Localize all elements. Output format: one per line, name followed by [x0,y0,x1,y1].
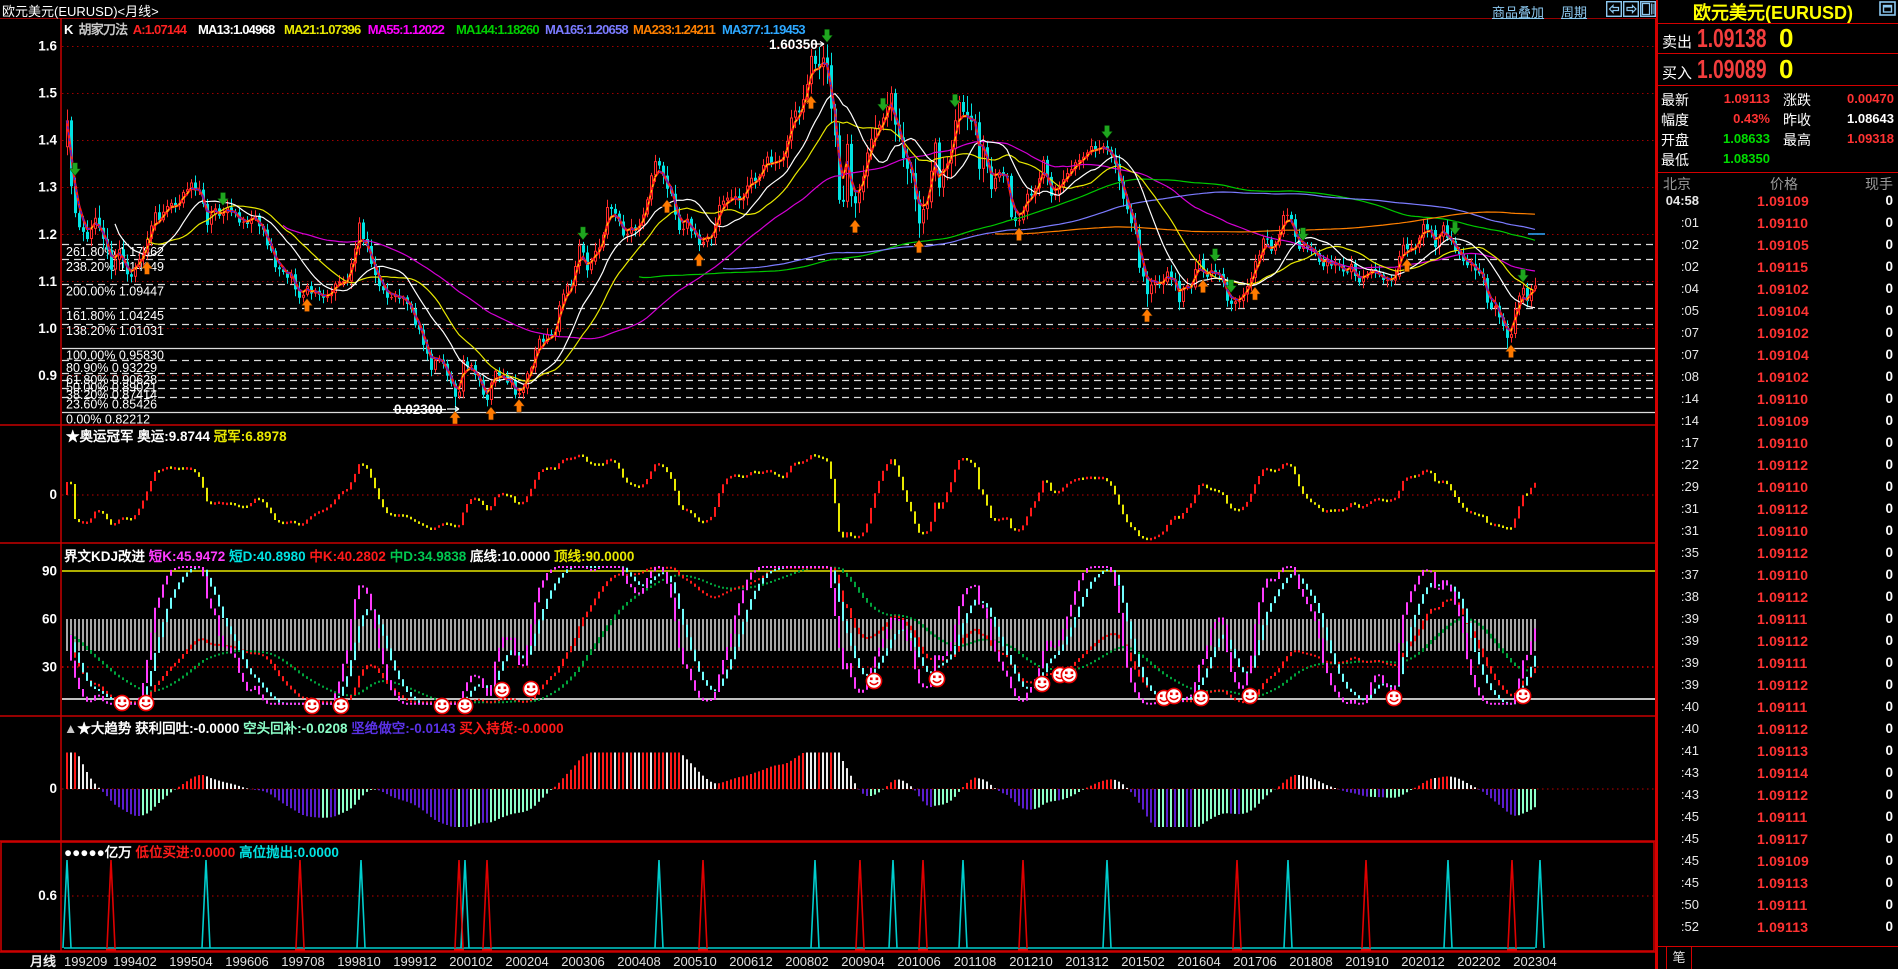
svg-text:★奥运冠军 奥运:9.8744 冠军:6.8978: ★奥运冠军 奥运:9.8744 冠军:6.8978 [66,428,287,444]
svg-text:200306: 200306 [561,954,604,969]
svg-text:200204: 200204 [505,954,548,969]
svg-text:1.1: 1.1 [38,274,57,289]
svg-text:199810: 199810 [337,954,380,969]
svg-text:MA165:1.20658: MA165:1.20658 [545,22,628,37]
svg-text:202304: 202304 [1513,954,1556,969]
svg-text:▲★大趋势 获利回吐:-0.0000 空头回补:-0.020: ▲★大趋势 获利回吐:-0.0000 空头回补:-0.0208 坚绝做空:-0.… [64,720,564,736]
svg-text:A:1.07144: A:1.07144 [133,22,188,37]
svg-text:199912: 199912 [393,954,436,969]
svg-text:MA144:1.18260: MA144:1.18260 [456,22,539,37]
svg-text:201604: 201604 [1177,954,1220,969]
svg-text:0.9: 0.9 [38,368,57,383]
svg-text:199606: 199606 [225,954,268,969]
svg-text:1.60350: 1.60350 [769,37,818,52]
svg-text:●●●●●亿万 低位买进:0.0000 高位抛出:0.000: ●●●●●亿万 低位买进:0.0000 高位抛出:0.0000 [64,844,339,860]
svg-text:1.3: 1.3 [38,180,57,195]
svg-text:0: 0 [49,781,57,796]
svg-text:界文KDJ改进 短K:45.9472 短D:40.8980: 界文KDJ改进 短K:45.9472 短D:40.8980 中K:40.2802… [64,548,634,564]
svg-text:202202: 202202 [1457,954,1500,969]
svg-text:1.0: 1.0 [38,321,57,336]
svg-text:199402: 199402 [113,954,156,969]
svg-text:1.6: 1.6 [38,39,57,54]
svg-text:200408: 200408 [617,954,660,969]
svg-text:0.00% 0.82212: 0.00% 0.82212 [66,413,150,427]
svg-text:200102: 200102 [449,954,492,969]
svg-text:200904: 200904 [841,954,884,969]
svg-text:201808: 201808 [1289,954,1332,969]
svg-text:60: 60 [42,612,57,627]
svg-text:199504: 199504 [169,954,212,969]
svg-text:MA13:1.04968: MA13:1.04968 [198,22,275,37]
svg-text:90: 90 [42,564,57,579]
svg-text:200510: 200510 [673,954,716,969]
svg-text:MA377:1.19453: MA377:1.19453 [722,22,805,37]
svg-text:200612: 200612 [729,954,772,969]
svg-text:202012: 202012 [1401,954,1444,969]
svg-text:201910: 201910 [1345,954,1388,969]
svg-text:0: 0 [49,487,57,502]
svg-text:MA21:1.07396: MA21:1.07396 [284,22,361,37]
svg-text:38.20% 0.87414: 38.20% 0.87414 [66,388,157,402]
svg-text:50.00% 0.89021: 50.00% 0.89021 [66,381,157,395]
svg-text:0.6: 0.6 [38,888,57,903]
svg-text:201108: 201108 [954,954,996,969]
svg-text:201502: 201502 [1121,954,1164,969]
svg-text:199708: 199708 [281,954,324,969]
svg-text:23.60% 0.85426: 23.60% 0.85426 [66,398,157,412]
svg-text:K: K [64,22,74,37]
svg-text:100.00% 0.95830: 100.00% 0.95830 [66,349,164,363]
svg-text:161.80% 1.04245: 161.80% 1.04245 [66,309,164,323]
svg-text:1.2: 1.2 [38,227,57,242]
svg-text:201006: 201006 [897,954,940,969]
svg-text:1.5: 1.5 [38,86,57,101]
svg-text:月线: 月线 [29,954,56,969]
svg-text:200802: 200802 [785,954,828,969]
svg-text:61.80% 0.90628: 61.80% 0.90628 [66,373,157,387]
svg-text:201312: 201312 [1065,954,1108,969]
svg-text:201706: 201706 [1233,954,1276,969]
svg-text:MA55:1.12022: MA55:1.12022 [368,22,445,37]
svg-text:200.00% 1.09447: 200.00% 1.09447 [66,285,164,299]
svg-text:MA233:1.24211: MA233:1.24211 [633,22,716,37]
svg-text:1.4: 1.4 [38,133,57,148]
svg-text:201210: 201210 [1009,954,1052,969]
svg-text:138.20% 1.01031: 138.20% 1.01031 [66,324,164,338]
svg-text:胡家刀法: 胡家刀法 [79,22,129,37]
svg-text:199209: 199209 [64,954,107,969]
svg-text:80.90% 0.93229: 80.90% 0.93229 [66,361,157,375]
svg-text:30: 30 [42,660,57,675]
